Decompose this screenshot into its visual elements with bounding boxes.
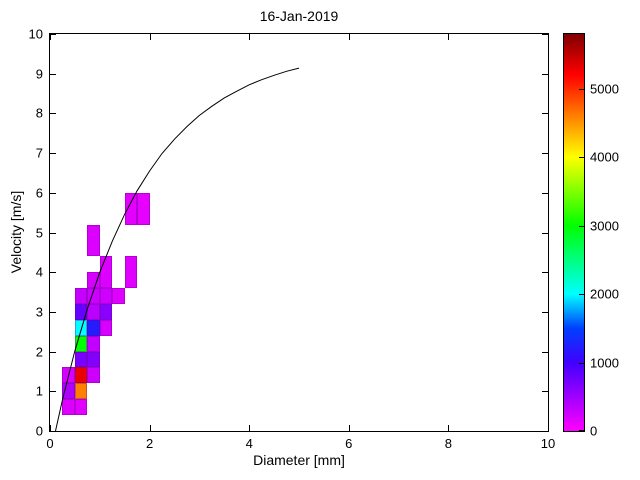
y-tick-label: 7 <box>35 145 43 161</box>
heatmap-cell <box>87 351 100 368</box>
heatmap-cell <box>112 288 125 304</box>
x-axis-label: Diameter [mm] <box>253 452 345 468</box>
heatmap-cell <box>87 303 100 320</box>
tick-mark <box>50 34 51 40</box>
heatmap-cell <box>74 288 88 304</box>
tick-mark <box>50 425 51 431</box>
heatmap-cell <box>87 319 100 336</box>
tick-mark <box>149 425 151 431</box>
tick-mark <box>50 73 56 75</box>
x-tick-label: 2 <box>145 436 154 451</box>
tick-mark <box>249 425 251 431</box>
colorbar-tick-label: 1000 <box>590 355 619 371</box>
heatmap-cell <box>74 383 88 400</box>
y-tick-label: 1 <box>35 383 43 399</box>
heatmap-cell <box>99 319 113 336</box>
tick-mark <box>542 351 548 353</box>
tick-mark <box>548 34 549 40</box>
tick-mark <box>448 425 450 431</box>
y-tick-label: 3 <box>35 304 43 320</box>
tick-mark <box>249 34 251 40</box>
heatmap-cell <box>87 224 100 257</box>
tick-mark <box>348 425 350 431</box>
tick-mark <box>542 153 548 155</box>
tick-mark <box>348 34 350 40</box>
heatmap-cell <box>74 367 88 384</box>
tick-mark <box>542 192 548 194</box>
colorbar-tick-mark <box>579 157 584 159</box>
tick-mark <box>448 34 450 40</box>
y-tick-label: 0 <box>35 423 43 439</box>
colorbar-tick-mark <box>579 88 584 90</box>
tick-mark <box>50 311 56 313</box>
y-tick-label: 9 <box>35 66 43 82</box>
x-tick-label: 10 <box>540 436 556 451</box>
colorbar-tick-label: 3000 <box>590 218 619 234</box>
heatmap-cell <box>74 319 88 336</box>
x-tick-label: 0 <box>46 436 54 451</box>
colorbar-tick-label: 4000 <box>590 149 619 165</box>
tick-mark <box>50 113 56 115</box>
y-tick-label: 2 <box>35 344 43 360</box>
heatmap-cell <box>124 256 138 289</box>
plot-area <box>49 33 549 432</box>
tick-mark <box>542 73 548 75</box>
y-tick-label: 6 <box>35 185 43 201</box>
y-tick-label: 8 <box>35 105 43 121</box>
tick-mark <box>542 311 548 313</box>
colorbar-tick-label: 2000 <box>590 286 619 302</box>
heatmap-cell <box>87 335 100 352</box>
terminal-velocity-curve <box>55 67 300 431</box>
tick-mark <box>50 192 56 194</box>
x-tick-label: 4 <box>245 436 253 451</box>
tick-mark <box>149 34 151 40</box>
tick-mark <box>50 431 56 432</box>
tick-mark <box>542 272 548 274</box>
heatmap-cell <box>137 192 150 225</box>
heatmap-cell <box>99 303 113 320</box>
tick-mark <box>542 113 548 115</box>
colorbar-tick-label: 0 <box>590 423 598 439</box>
x-tick-label: 6 <box>345 436 353 451</box>
tick-mark <box>542 34 548 35</box>
colorbar-tick-label: 5000 <box>590 81 619 97</box>
tick-mark <box>548 425 549 431</box>
heatmap-cell <box>99 288 113 304</box>
tick-mark <box>50 272 56 274</box>
tick-mark <box>542 391 548 393</box>
heatmap-cell <box>74 399 88 416</box>
tick-mark <box>50 232 56 234</box>
heatmap-cell <box>87 367 100 384</box>
colorbar <box>563 33 585 432</box>
colorbar-tick-mark <box>579 225 584 227</box>
tick-mark <box>542 431 548 432</box>
tick-mark <box>50 391 56 393</box>
chart-title: 16-Jan-2019 <box>259 8 339 24</box>
colorbar-tick-mark <box>579 362 584 364</box>
tick-mark <box>50 153 56 155</box>
y-tick-label: 10 <box>28 26 43 42</box>
heatmap-cell <box>74 351 88 368</box>
x-tick-label: 8 <box>444 436 453 451</box>
heatmap-cell <box>124 192 138 225</box>
y-tick-label: 4 <box>35 264 43 280</box>
tick-mark <box>50 34 56 35</box>
heatmap-cells-layer <box>50 34 548 431</box>
colorbar-tick-mark <box>579 294 584 296</box>
y-tick-label: 5 <box>35 225 43 240</box>
tick-mark <box>50 351 56 353</box>
tick-mark <box>542 232 548 234</box>
heatmap-cell <box>87 272 100 289</box>
colorbar-tick-mark <box>579 430 584 431</box>
heatmap-cell <box>62 399 75 416</box>
